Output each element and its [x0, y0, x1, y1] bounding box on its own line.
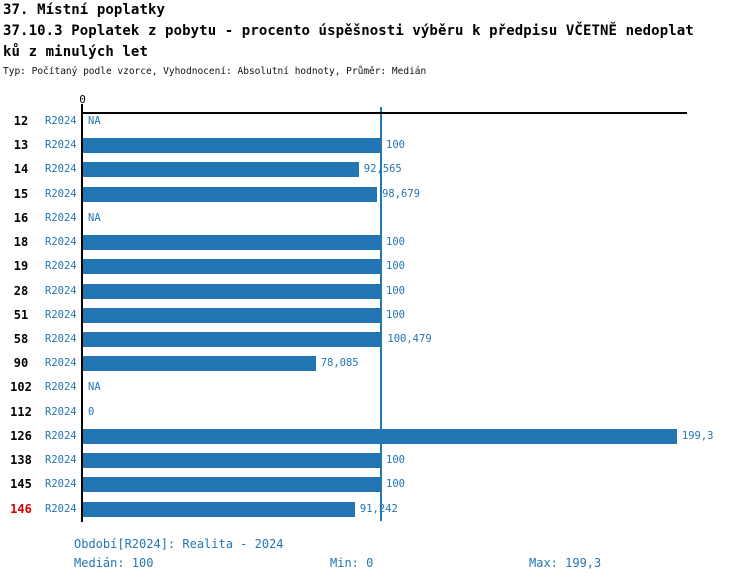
value-label: 199,3: [681, 429, 714, 442]
value-label: NA: [88, 381, 101, 394]
value-bar: [83, 453, 381, 469]
value-label: 100: [386, 478, 405, 491]
row-period-label: R2024: [45, 405, 77, 418]
row-period-label: R2024: [45, 308, 77, 321]
row-period-label: R2024: [45, 357, 77, 370]
value-bar: [83, 307, 381, 323]
row-id-label: 126: [10, 428, 32, 443]
value-label: 91,242: [359, 502, 398, 515]
value-label: 100: [386, 308, 405, 321]
value-label: 100,479: [387, 332, 432, 345]
row-period-label: R2024: [45, 163, 77, 176]
value-label: 100: [386, 284, 405, 297]
row-period-label: R2024: [45, 236, 77, 249]
value-bar: [83, 138, 381, 154]
x-axis-zero-tick-label: 0: [79, 93, 86, 106]
row-id-label: 138: [10, 453, 32, 468]
value-bar: [83, 259, 381, 275]
value-label: 92,565: [363, 163, 402, 176]
row-period-label: R2024: [45, 284, 77, 297]
row-id-label: 51: [13, 307, 29, 322]
row-period-label: R2024: [45, 381, 77, 394]
value-bar: [83, 331, 383, 347]
row-id-label: 12: [13, 114, 29, 128]
footer-median-stat: Medián: 100: [74, 556, 154, 570]
median-reference-line: [380, 107, 382, 521]
row-id-label: 112: [10, 404, 32, 419]
row-period-label: R2024: [45, 115, 77, 127]
row-period-label: R2024: [45, 502, 77, 515]
row-period-label: R2024: [45, 187, 77, 200]
report-section-title: 37. Místní poplatky: [3, 2, 166, 18]
value-label: 98,679: [382, 187, 421, 200]
row-id-label: 15: [13, 186, 29, 201]
value-label: 100: [386, 260, 405, 273]
footer-min-stat: Min: 0: [330, 556, 374, 570]
row-id-label: 102: [10, 380, 32, 395]
row-id-label: 18: [13, 235, 29, 250]
value-bar: [83, 501, 355, 517]
row-id-label: 145: [10, 477, 32, 492]
value-bar: [83, 283, 381, 299]
x-axis-line: [81, 112, 687, 114]
row-period-label: R2024: [45, 478, 77, 491]
y-axis-line: [81, 104, 83, 522]
row-id-label: 14: [13, 162, 29, 177]
value-label: 100: [386, 454, 405, 467]
report-title-line1: 37.10.3 Poplatek z pobytu - procento úsp…: [3, 23, 694, 39]
report-title-line2: ků z minulých let: [3, 44, 148, 60]
row-period-label: R2024: [45, 211, 77, 224]
value-label: 100: [386, 139, 405, 152]
row-period-label: R2024: [45, 139, 77, 152]
row-id-label: 58: [13, 331, 29, 346]
row-period-label: R2024: [45, 429, 77, 442]
row-id-label: 13: [13, 138, 29, 153]
row-period-label: R2024: [45, 454, 77, 467]
value-bar: [83, 477, 381, 493]
value-bar: [83, 356, 316, 372]
value-label: 100: [386, 236, 405, 249]
value-bar: [83, 428, 677, 444]
row-id-label: 28: [13, 283, 29, 298]
value-bar: [83, 235, 381, 251]
row-period-label: R2024: [45, 332, 77, 345]
value-label: NA: [88, 211, 101, 224]
footer-max-stat: Max: 199,3: [529, 556, 602, 570]
row-id-label: 146: [10, 501, 32, 516]
row-id-label: 90: [13, 356, 29, 371]
value-label: NA: [88, 115, 101, 127]
row-id-label: 16: [13, 210, 29, 225]
row-id-label: 19: [13, 259, 29, 274]
footer-period-label: Období[R2024]: Realita - 2024: [74, 537, 284, 551]
report-meta-line: Typ: Počítaný podle vzorce, Vyhodnocení:…: [3, 66, 427, 77]
value-label: 78,085: [320, 357, 359, 370]
value-bar: [83, 162, 359, 178]
row-period-label: R2024: [45, 260, 77, 273]
value-bar: [83, 186, 378, 202]
value-label: 0: [88, 405, 95, 418]
